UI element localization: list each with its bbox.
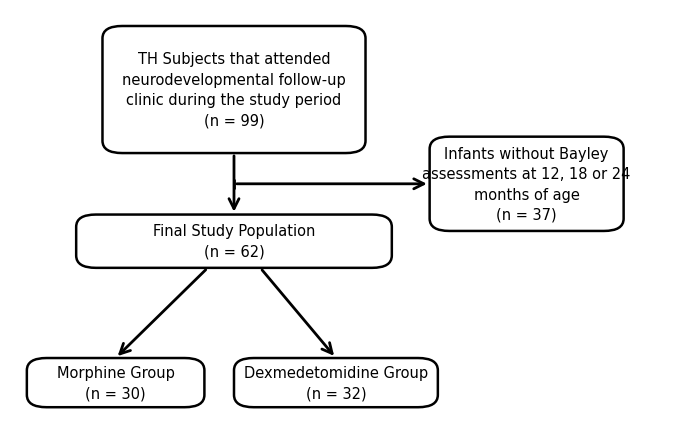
FancyBboxPatch shape	[27, 358, 204, 407]
FancyBboxPatch shape	[429, 137, 623, 231]
Text: Dexmedetomidine Group
(n = 32): Dexmedetomidine Group (n = 32)	[244, 365, 428, 400]
FancyBboxPatch shape	[103, 27, 366, 154]
Text: Infants without Bayley
assessments at 12, 18 or 24
months of age
(n = 37): Infants without Bayley assessments at 12…	[423, 147, 631, 222]
FancyBboxPatch shape	[76, 215, 392, 268]
Text: Morphine Group
(n = 30): Morphine Group (n = 30)	[57, 365, 175, 400]
Text: TH Subjects that attended
neurodevelopmental follow-up
clinic during the study p: TH Subjects that attended neurodevelopme…	[122, 52, 346, 128]
Text: Final Study Population
(n = 62): Final Study Population (n = 62)	[153, 224, 315, 259]
FancyBboxPatch shape	[234, 358, 438, 407]
